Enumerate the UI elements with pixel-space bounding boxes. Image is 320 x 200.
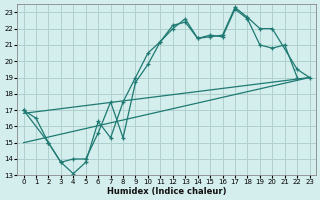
- X-axis label: Humidex (Indice chaleur): Humidex (Indice chaleur): [107, 187, 226, 196]
